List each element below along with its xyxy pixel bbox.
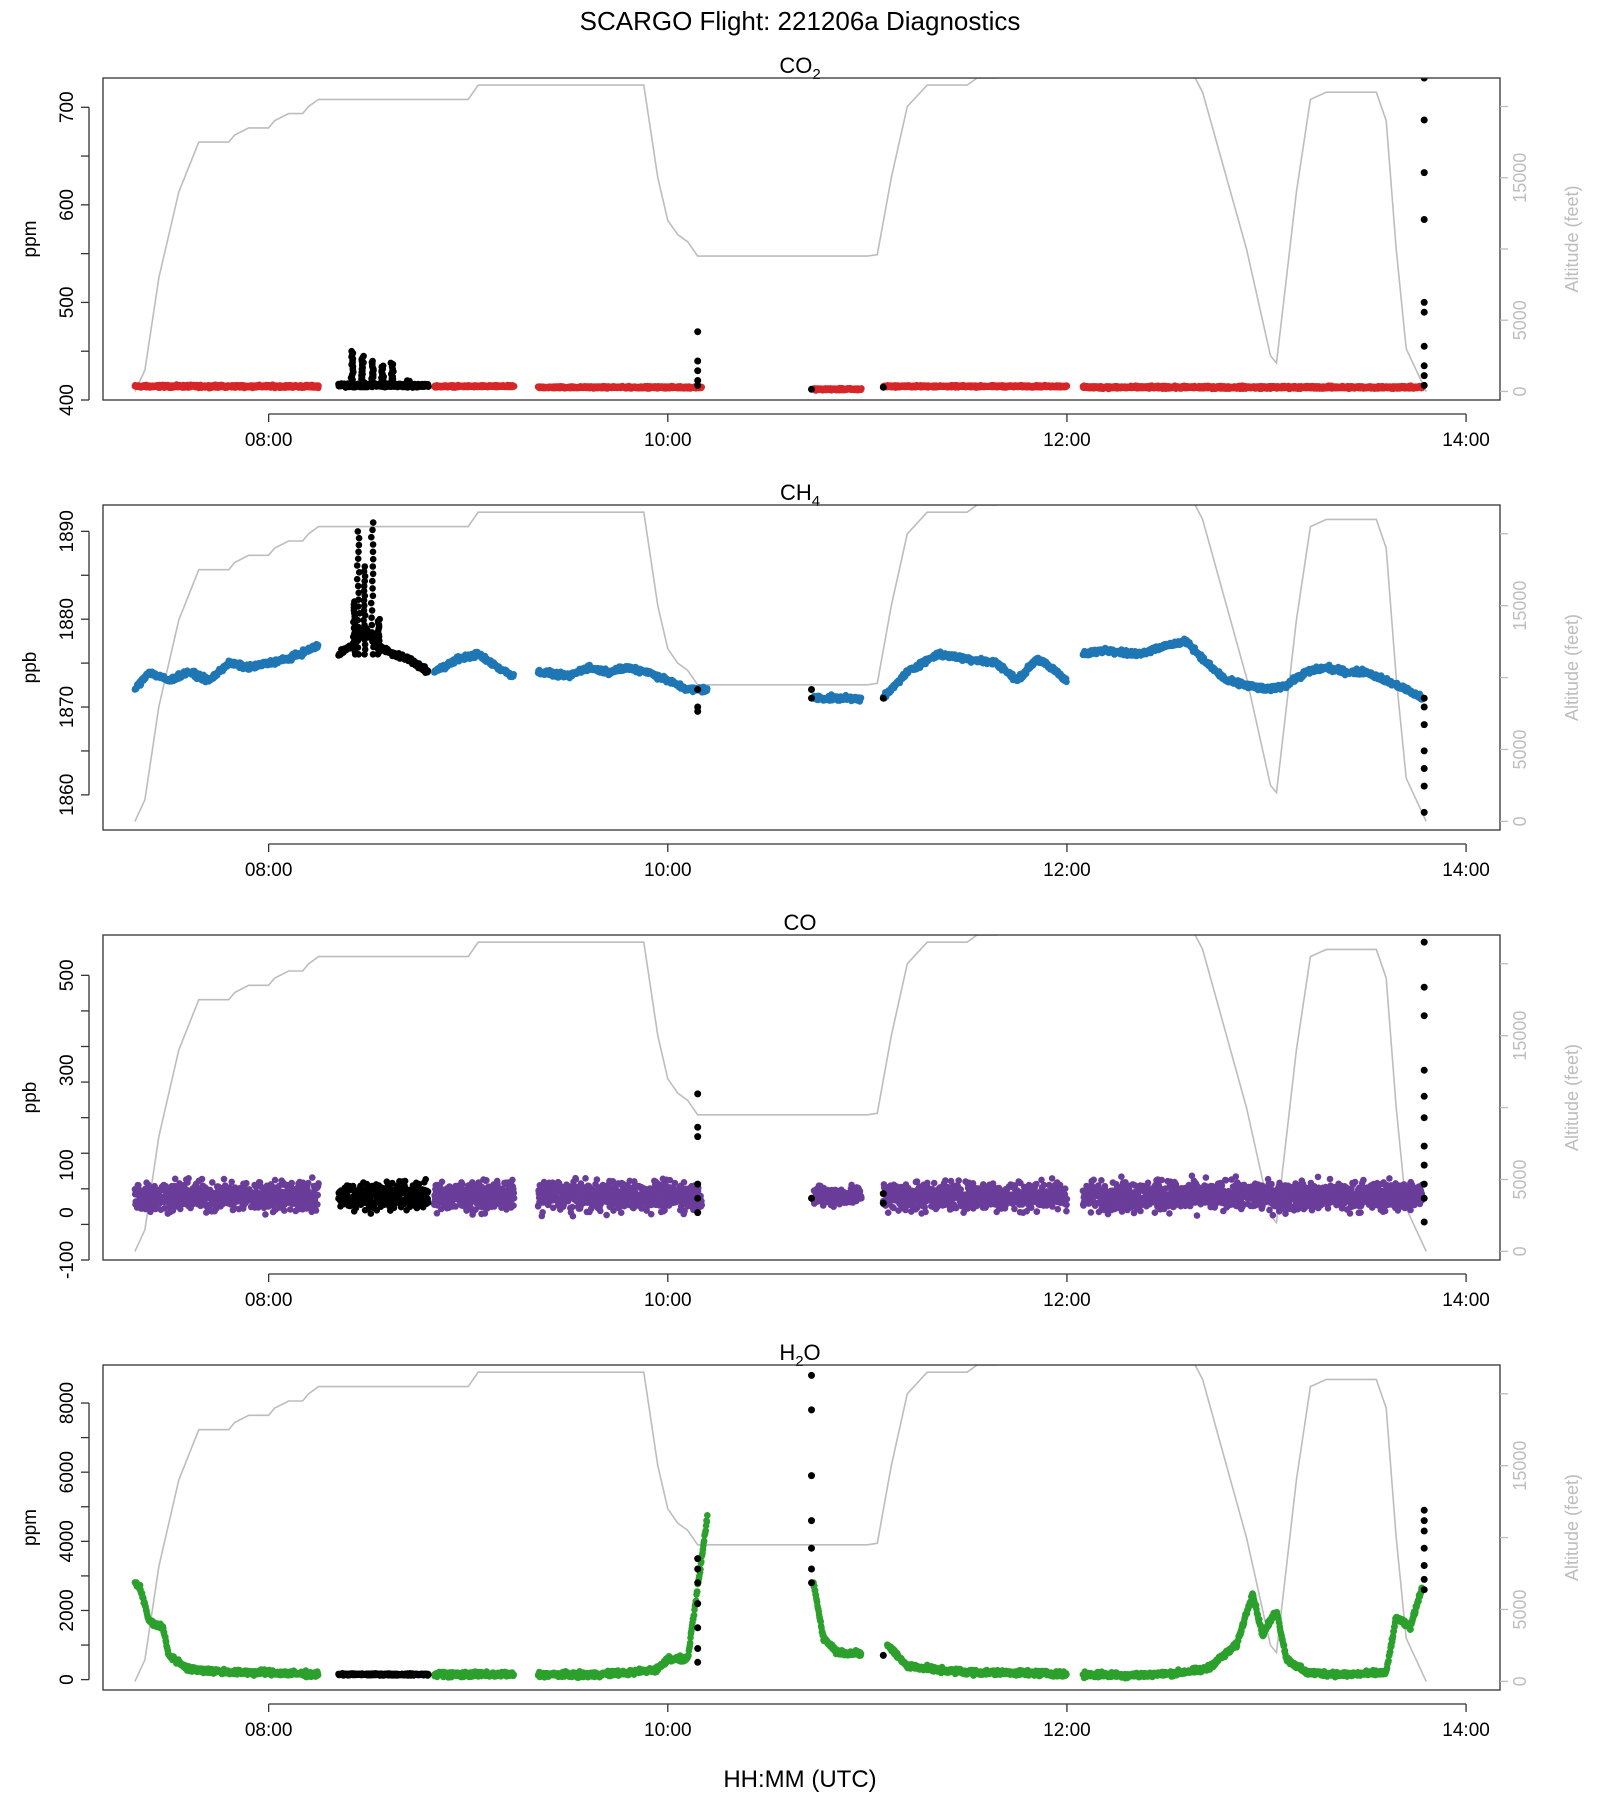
data-point — [425, 383, 432, 391]
data-point — [858, 385, 865, 392]
data-point — [694, 377, 702, 384]
y-tick-label: 700 — [57, 91, 78, 123]
data-point — [1420, 381, 1428, 389]
data-point — [808, 385, 815, 393]
y-axis-co2 — [81, 106, 90, 401]
data-point — [694, 357, 702, 365]
panel-title-ch4: CH4 — [780, 480, 820, 510]
y2-axis-co2 — [1500, 105, 1508, 393]
x-axis-co2 — [267, 413, 1467, 422]
data-point — [694, 328, 702, 336]
y-axis-label: ppm — [20, 221, 41, 258]
panel-ch4: CH41860187018801890ppb0500015000Altitude… — [20, 480, 1582, 881]
y2-tick-label: 0 — [1510, 386, 1530, 396]
data-point — [879, 383, 887, 391]
data-point — [694, 381, 702, 389]
x-tick-label: 14:00 — [1442, 430, 1490, 451]
spike-point — [387, 359, 395, 367]
series-co2-valid — [131, 381, 1426, 394]
data-point — [1420, 298, 1428, 306]
plot-frame-co2 — [102, 77, 1501, 401]
data-point — [1420, 372, 1428, 380]
series-co2-flagged — [335, 78, 1428, 393]
figure-title: SCARGO Flight: 221206a Diagnostics — [580, 6, 1021, 36]
y-tick-label: 500 — [57, 287, 78, 319]
data-point — [1420, 169, 1428, 177]
data-point — [1420, 342, 1428, 350]
spike-point — [379, 362, 387, 370]
y-tick-label: 400 — [57, 384, 78, 416]
panel-co2: CO2 400 500 600 700 ppm 0 5000 15000 Altitude (fe… — [20, 53, 1582, 451]
plot-area-co2 — [131, 78, 1428, 394]
data-point — [510, 671, 517, 678]
spike-point — [360, 352, 367, 360]
data-point — [1420, 116, 1428, 124]
spike-point — [348, 347, 355, 355]
altitude-line-co2 — [134, 78, 1427, 392]
data-point — [1420, 362, 1428, 370]
data-point — [1063, 382, 1071, 390]
altitude-line-ch4 — [134, 505, 1427, 822]
y-tick-label: 600 — [57, 189, 78, 221]
data-point — [1420, 78, 1428, 82]
y2-tick-label: 5000 — [1510, 300, 1530, 340]
chart-panels: CO2 400 500 600 700 ppm 0 5000 15000 Altitude (fe… — [20, 53, 1582, 1741]
x-tick-label: 10:00 — [644, 430, 692, 451]
x-tick-label: 12:00 — [1043, 430, 1091, 451]
plot-area-ch4 — [131, 505, 1428, 822]
series-ch4-valid — [131, 635, 1426, 705]
data-point — [1420, 216, 1428, 223]
y2-tick-label: 15000 — [1510, 153, 1530, 203]
data-point — [314, 641, 322, 649]
data-point — [315, 382, 322, 390]
y2-axis-label: Altitude (feet) — [1562, 185, 1582, 292]
data-point — [1420, 308, 1428, 316]
panel-title-co2: CO2 — [779, 53, 820, 83]
data-point — [510, 382, 518, 390]
data-point — [694, 367, 702, 375]
spike-point — [369, 357, 376, 365]
spike-point — [403, 377, 411, 384]
x-tick-label: 08:00 — [245, 430, 293, 451]
